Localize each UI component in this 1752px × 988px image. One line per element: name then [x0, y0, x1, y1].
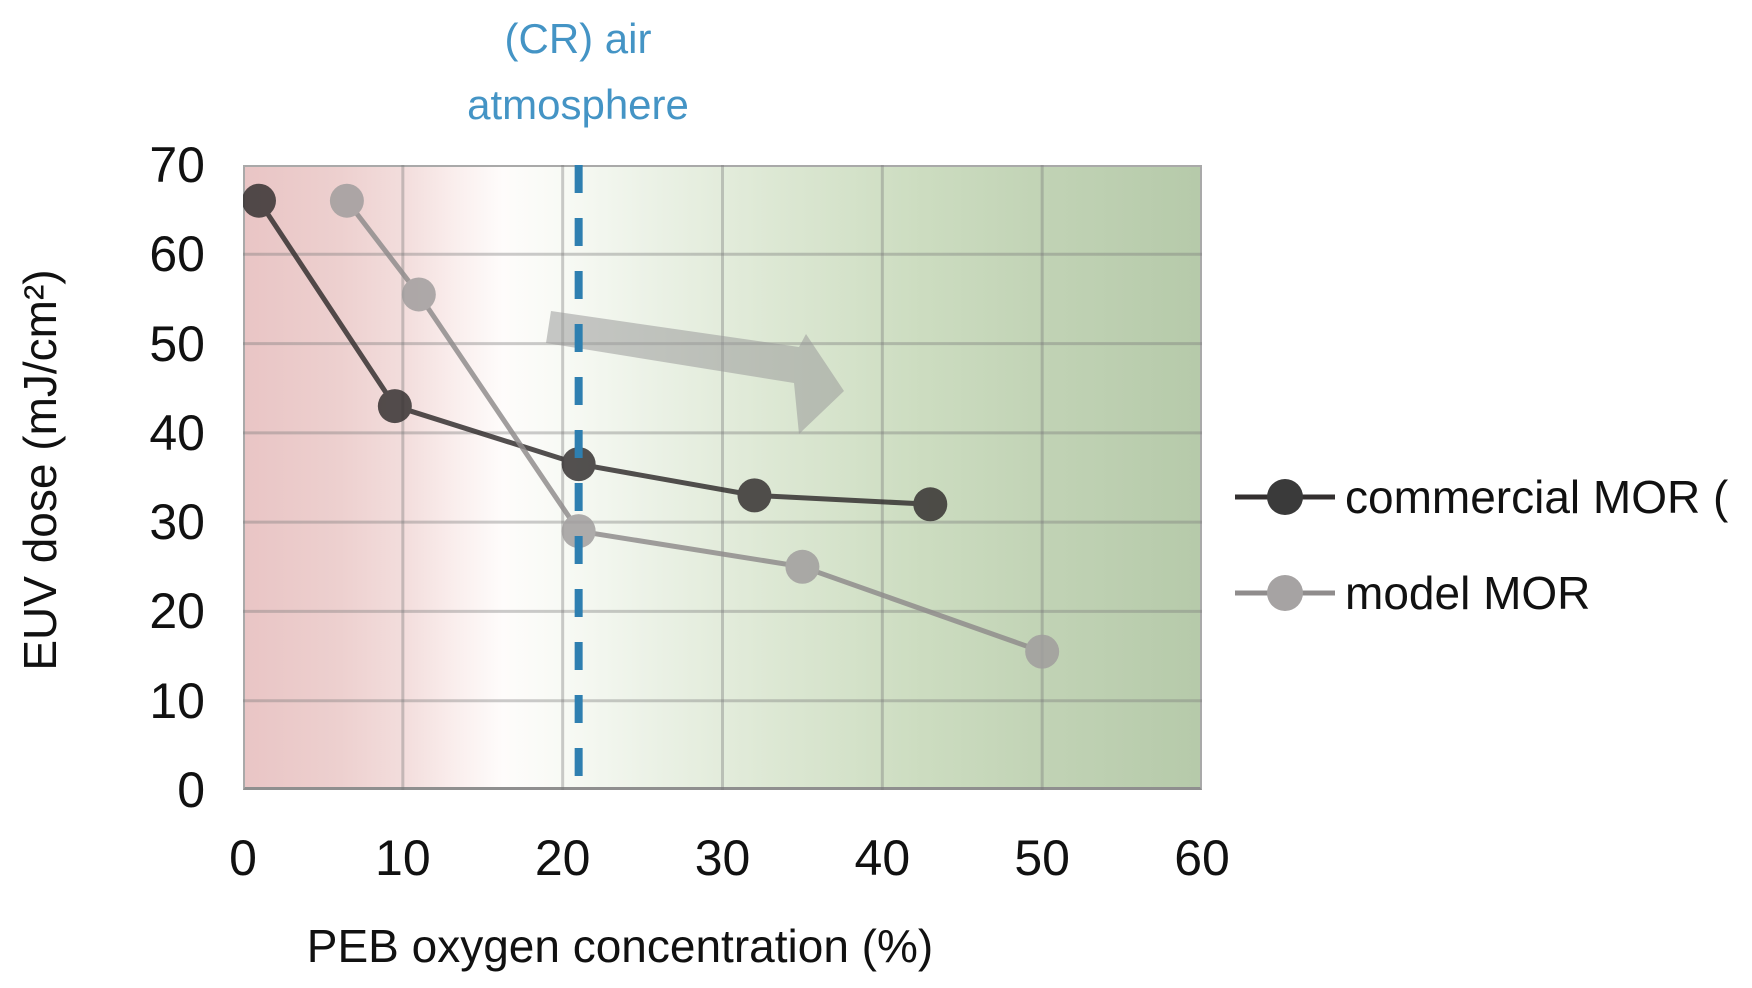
legend-item-commercial-mor: commercial MOR ( — [1233, 461, 1728, 533]
x-tick-label: 0 — [229, 830, 257, 886]
x-tick-label: 10 — [375, 830, 431, 886]
y-tick-label: 50 — [149, 315, 205, 372]
series-model-mor — [329, 183, 1060, 669]
data-point — [913, 487, 948, 522]
trend-arrow-icon — [546, 311, 844, 434]
x-tick-label: 60 — [1174, 830, 1230, 886]
y-tick-label: 10 — [149, 672, 205, 729]
y-tick-label: 60 — [149, 226, 205, 283]
data-point — [243, 183, 276, 218]
series-commercial-mor — [243, 183, 948, 522]
chart-annotation-title: (CR) air atmosphere — [228, 6, 928, 138]
data-point — [785, 549, 820, 584]
legend-item-model-mor: model MOR — [1233, 557, 1590, 629]
data-point — [329, 183, 364, 218]
data-point — [1025, 634, 1060, 669]
chart-canvas — [243, 165, 1202, 790]
x-tick-label: 40 — [854, 830, 911, 886]
legend-label-commercial-mor: commercial MOR ( — [1345, 471, 1729, 523]
chart-annotation-title-line1: (CR) air — [504, 15, 652, 62]
y-tick-label: 0 — [177, 762, 205, 818]
x-tick-label: 20 — [534, 830, 591, 886]
data-point — [401, 277, 436, 312]
x-tick-label: 30 — [694, 830, 751, 886]
data-point — [737, 478, 772, 513]
x-tick-label: 50 — [1014, 830, 1070, 886]
legend-swatch-commercial-mor — [1235, 479, 1335, 515]
y-tick-label: 40 — [149, 404, 205, 461]
y-tick-label: 20 — [149, 583, 205, 640]
chart-annotation-title-line2: atmosphere — [467, 81, 689, 128]
y-tick-label: 30 — [149, 494, 205, 551]
data-point — [561, 514, 596, 549]
plot-area — [243, 165, 1202, 790]
legend-label-model-mor: model MOR — [1345, 567, 1591, 619]
y-tick-label: 70 — [149, 137, 205, 193]
data-point — [377, 389, 412, 424]
legend-swatch-model-mor — [1235, 575, 1335, 611]
x-axis-title: PEB oxygen concentration (%) — [306, 920, 934, 972]
data-point — [561, 447, 596, 482]
